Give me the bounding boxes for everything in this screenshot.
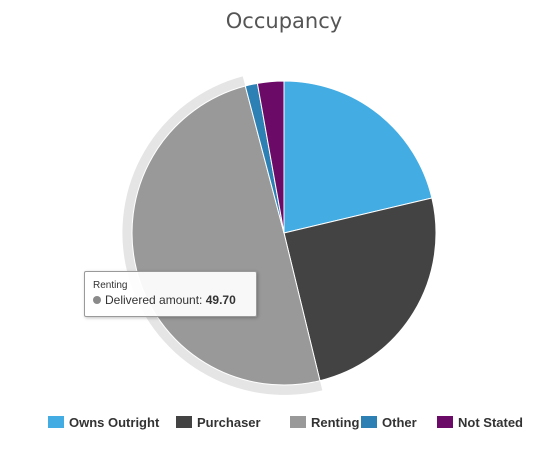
legend-swatch [290,416,306,428]
tooltip-label: Delivered amount: [105,293,203,307]
pie-slice-purchaser[interactable] [283,197,437,382]
pie-slice-not-stated[interactable] [256,80,285,234]
pie-slice-owns-outright[interactable] [283,80,433,234]
pie-slices [122,76,437,395]
legend-item-purchaser[interactable]: Purchaser [176,415,261,430]
legend-label: Owns Outright [69,415,160,430]
tooltip-value: 49.70 [205,293,236,307]
legend-label: Renting [311,415,359,430]
tooltip-series-name: Renting [93,280,128,291]
legend-label: Purchaser [197,415,261,430]
chart-title: Occupancy [226,9,342,33]
legend-swatch [48,416,64,428]
legend-label: Not Stated [458,415,523,430]
legend-item-owns-outright[interactable]: Owns Outright [48,415,160,430]
legend-item-not-stated[interactable]: Not Stated [437,415,523,430]
legend-swatch [437,416,453,428]
legend-label: Other [382,415,417,430]
tooltip-row: Delivered amount: 49.70 [93,292,248,309]
tooltip: Renting Delivered amount: 49.70 [84,271,257,317]
legend-swatch [361,416,377,428]
chart-legend: Owns Outright Purchaser Renting Other Not St… [48,415,523,430]
legend-item-other[interactable]: Other [361,415,417,430]
tooltip-dot-icon [93,296,101,304]
legend-item-renting[interactable]: Renting [290,415,359,430]
legend-swatch [176,416,192,428]
